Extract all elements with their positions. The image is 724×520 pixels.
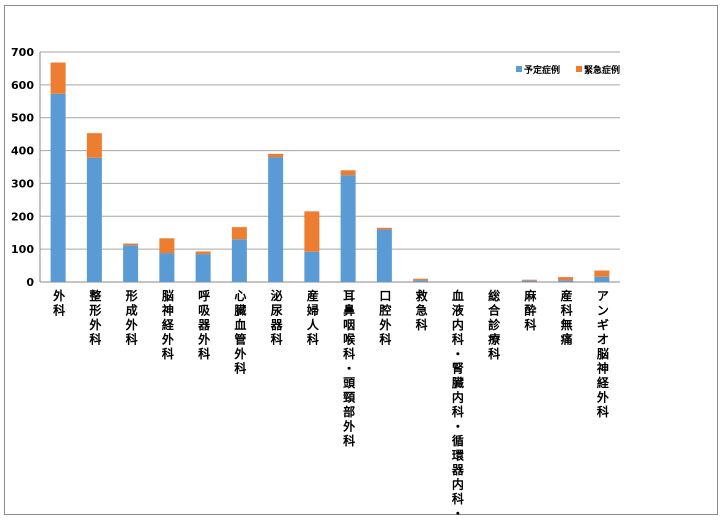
y-tick-label: 600 bbox=[11, 79, 34, 92]
legend-swatch-scheduled bbox=[516, 66, 522, 72]
y-tick-label: 700 bbox=[11, 46, 34, 59]
x-category-label: 脳神経外科 bbox=[162, 288, 175, 361]
y-tick-label: 100 bbox=[11, 243, 34, 256]
legend-label-scheduled: 予定症例 bbox=[524, 64, 560, 76]
legend-swatch-emergency bbox=[576, 66, 582, 72]
bar-emergency bbox=[50, 62, 66, 94]
bar-emergency bbox=[86, 133, 102, 158]
x-category-label: 救急科 bbox=[416, 288, 428, 332]
chart-frame bbox=[4, 5, 718, 515]
bar-scheduled bbox=[340, 175, 356, 282]
legend-label-emergency: 緊急症例 bbox=[584, 64, 620, 76]
x-category-label: アンギオ脳神経外科 bbox=[597, 289, 610, 419]
x-category-label: 心臓血管外科 bbox=[234, 289, 246, 376]
x-category-label: 総合診療科 bbox=[488, 288, 501, 361]
bar-emergency bbox=[413, 278, 429, 281]
x-category-label: 整形外科 bbox=[88, 288, 101, 347]
bar-emergency bbox=[268, 153, 284, 158]
bar-emergency bbox=[340, 170, 356, 176]
bar-emergency bbox=[594, 270, 610, 277]
x-category-label: 麻酔科 bbox=[523, 288, 537, 332]
bar-emergency bbox=[376, 227, 392, 230]
x-category-label: 産婦人科 bbox=[306, 288, 320, 347]
legend: 予定症例 緊急症例 bbox=[516, 64, 620, 76]
x-category-label: 呼吸器外科 bbox=[197, 288, 211, 361]
bar-emergency bbox=[521, 279, 537, 281]
y-axis: 0 100 200 300 400 500 600 700 bbox=[11, 46, 41, 289]
x-axis-labels: 外科 整形外科 形成外科 脳神経外科 呼吸器外科 心臓血管外科 泌尿器科 産婦人科 耳鼻咽喉科・… bbox=[53, 288, 610, 520]
y-tick-label: 400 bbox=[11, 145, 34, 158]
x-category-label: 口腔外科 bbox=[378, 289, 391, 347]
bars bbox=[50, 62, 610, 282]
y-tick-label: 500 bbox=[11, 112, 34, 125]
y-tick-label: 300 bbox=[11, 177, 34, 190]
x-category-label: 泌尿器科 bbox=[270, 288, 284, 347]
bar-scheduled bbox=[558, 280, 574, 282]
bar-scheduled bbox=[195, 254, 211, 282]
bar-scheduled bbox=[123, 245, 139, 282]
bar-scheduled bbox=[521, 280, 537, 282]
bar-scheduled bbox=[159, 253, 175, 282]
bar-emergency bbox=[558, 277, 574, 281]
bar-scheduled bbox=[594, 276, 610, 282]
bar-scheduled bbox=[268, 157, 284, 282]
bar-scheduled bbox=[376, 229, 392, 282]
bar-emergency bbox=[231, 227, 247, 240]
y-tick-label: 0 bbox=[26, 276, 34, 289]
bar-emergency bbox=[123, 243, 139, 246]
bar-scheduled bbox=[86, 157, 102, 282]
bar-scheduled bbox=[304, 251, 320, 282]
bar-emergency bbox=[195, 251, 211, 255]
y-tick-label: 200 bbox=[11, 210, 34, 223]
x-category-label: 形成外科 bbox=[126, 289, 138, 347]
bar-scheduled bbox=[50, 93, 66, 282]
x-category-label: 耳鼻咽喉科・頭頸部外科 bbox=[343, 289, 356, 448]
x-category-label: 産科無痛 bbox=[560, 288, 573, 347]
bar-emergency bbox=[159, 238, 175, 254]
bar-scheduled bbox=[231, 239, 247, 282]
bar-scheduled bbox=[413, 280, 429, 282]
x-category-label: 血液内科・腎臓内科・循環器内科・ bbox=[451, 288, 465, 520]
bar-emergency bbox=[304, 211, 320, 252]
x-category-label: 外科 bbox=[53, 288, 65, 318]
